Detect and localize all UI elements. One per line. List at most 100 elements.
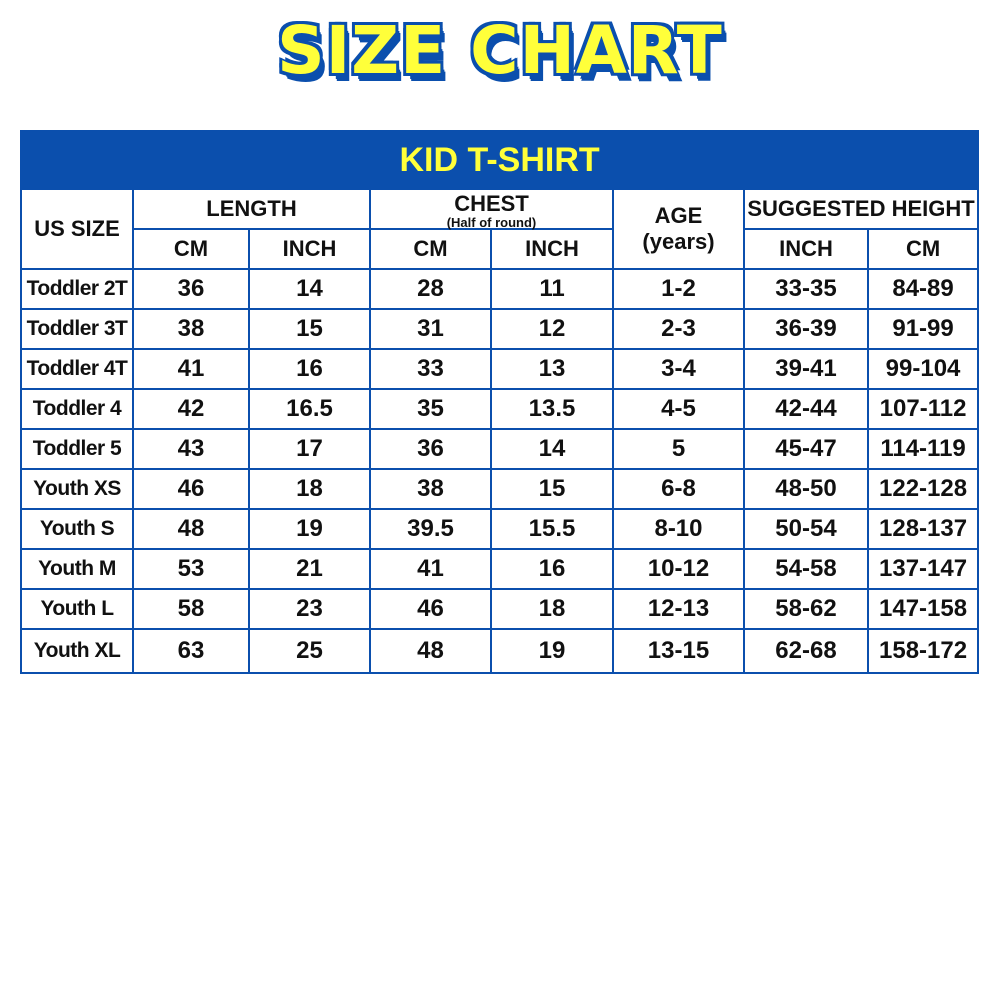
cell-chest-cm: 33 — [369, 348, 492, 390]
cell-height-inch: 48-50 — [743, 468, 869, 510]
cell-chest-inch: 18 — [490, 588, 614, 630]
cell-chest-inch: 15.5 — [490, 508, 614, 550]
table-row: Youth S 48 19 39.5 15.5 8-10 50-54 128-137 — [20, 508, 980, 550]
cell-age: 12-13 — [612, 588, 745, 630]
cell-length-inch: 19 — [248, 508, 371, 550]
cell-height-cm: 99-104 — [866, 348, 980, 390]
cell-size: Youth XL — [20, 628, 134, 674]
cell-size: Toddler 2T — [20, 268, 134, 310]
chest-label: CHEST — [454, 190, 529, 216]
cell-length-inch: 15 — [248, 308, 371, 350]
cell-length-inch: 25 — [248, 628, 371, 674]
cell-height-cm: 91-99 — [866, 308, 980, 350]
cell-height-cm: 114-119 — [866, 428, 980, 470]
cell-length-inch: 18 — [248, 468, 371, 510]
cell-length-cm: 48 — [132, 508, 250, 550]
cell-length-inch: 21 — [248, 548, 371, 590]
cell-length-cm: 46 — [132, 468, 250, 510]
table-row: Youth XS 46 18 38 15 6-8 48-50 122-128 — [20, 468, 980, 510]
cell-age: 13-15 — [612, 628, 745, 674]
cell-length-cm: 58 — [132, 588, 250, 630]
cell-height-inch: 42-44 — [743, 388, 869, 430]
cell-chest-cm: 41 — [369, 548, 492, 590]
table-caption: KID T-SHIRT — [19, 130, 980, 190]
header-age: AGE (years) — [612, 188, 745, 270]
table-row: Toddler 5 43 17 36 14 5 45-47 114-119 — [20, 428, 980, 470]
age-label: AGE — [654, 203, 703, 228]
cell-length-cm: 38 — [132, 308, 250, 350]
cell-chest-cm: 36 — [369, 428, 492, 470]
cell-size: Youth XS — [20, 468, 134, 510]
cell-age: 6-8 — [612, 468, 745, 510]
cell-length-cm: 42 — [132, 388, 250, 430]
table-row: Toddler 2T 36 14 28 11 1-2 33-35 84-89 — [20, 268, 980, 310]
cell-length-inch: 23 — [248, 588, 371, 630]
cell-chest-cm: 38 — [369, 468, 492, 510]
cell-height-cm: 122-128 — [866, 468, 980, 510]
cell-chest-inch: 16 — [490, 548, 614, 590]
cell-length-cm: 53 — [132, 548, 250, 590]
cell-age: 3-4 — [612, 348, 745, 390]
cell-age: 10-12 — [612, 548, 745, 590]
cell-length-cm: 63 — [132, 628, 250, 674]
cell-length-inch: 14 — [248, 268, 371, 310]
header-height-inch: INCH — [743, 228, 869, 270]
cell-chest-inch: 14 — [490, 428, 614, 470]
cell-size: Youth S — [20, 508, 134, 550]
cell-length-cm: 36 — [132, 268, 250, 310]
cell-height-inch: 45-47 — [743, 428, 869, 470]
cell-height-inch: 62-68 — [743, 628, 869, 674]
cell-height-cm: 158-172 — [866, 628, 980, 674]
cell-chest-inch: 11 — [490, 268, 614, 310]
cell-height-inch: 54-58 — [743, 548, 869, 590]
cell-size: Youth M — [20, 548, 134, 590]
cell-chest-cm: 39.5 — [369, 508, 492, 550]
cell-chest-inch: 15 — [490, 468, 614, 510]
header-length-cm: CM — [132, 228, 250, 270]
cell-height-cm: 84-89 — [866, 268, 980, 310]
cell-height-inch: 36-39 — [743, 308, 869, 350]
page-title: SIZE CHART — [276, 11, 724, 91]
cell-size: Toddler 4 — [20, 388, 134, 430]
cell-length-inch: 16.5 — [248, 388, 371, 430]
cell-age: 4-5 — [612, 388, 745, 430]
header-chest: CHEST (Half of round) — [369, 188, 614, 230]
cell-chest-inch: 12 — [490, 308, 614, 350]
header-length: LENGTH — [132, 188, 371, 230]
cell-age: 1-2 — [612, 268, 745, 310]
cell-chest-cm: 48 — [369, 628, 492, 674]
cell-length-inch: 16 — [248, 348, 371, 390]
header-chest-cm: CM — [369, 228, 492, 270]
cell-chest-inch: 13.5 — [490, 388, 614, 430]
header-height-cm: CM — [866, 228, 980, 270]
cell-chest-cm: 31 — [369, 308, 492, 350]
cell-size: Youth L — [20, 588, 134, 630]
cell-age: 8-10 — [612, 508, 745, 550]
table-row: Youth XL 63 25 48 19 13-15 62-68 158-172 — [20, 628, 980, 674]
size-chart-table: KID T-SHIRT US SIZE LENGTH CHEST (Half of… — [19, 130, 980, 674]
cell-length-inch: 17 — [248, 428, 371, 470]
cell-chest-cm: 35 — [369, 388, 492, 430]
header-us-size: US SIZE — [20, 188, 134, 270]
cell-age: 2-3 — [612, 308, 745, 350]
cell-height-cm: 147-158 — [866, 588, 980, 630]
cell-size: Toddler 4T — [20, 348, 134, 390]
cell-height-inch: 33-35 — [743, 268, 869, 310]
cell-height-inch: 58-62 — [743, 588, 869, 630]
header-chest-inch: INCH — [490, 228, 614, 270]
table-row: Toddler 4T 41 16 33 13 3-4 39-41 99-104 — [20, 348, 980, 390]
cell-size: Toddler 5 — [20, 428, 134, 470]
table-row: Youth L 58 23 46 18 12-13 58-62 147-158 — [20, 588, 980, 630]
cell-chest-cm: 28 — [369, 268, 492, 310]
cell-size: Toddler 3T — [20, 308, 134, 350]
cell-length-cm: 43 — [132, 428, 250, 470]
cell-height-inch: 39-41 — [743, 348, 869, 390]
cell-chest-cm: 46 — [369, 588, 492, 630]
cell-height-cm: 107-112 — [866, 388, 980, 430]
age-unit: (years) — [642, 229, 715, 254]
cell-height-inch: 50-54 — [743, 508, 869, 550]
table-row: Toddler 4 42 16.5 35 13.5 4-5 42-44 107-112 — [20, 388, 980, 430]
chest-note: (Half of round) — [446, 214, 537, 230]
cell-chest-inch: 19 — [490, 628, 614, 674]
cell-chest-inch: 13 — [490, 348, 614, 390]
